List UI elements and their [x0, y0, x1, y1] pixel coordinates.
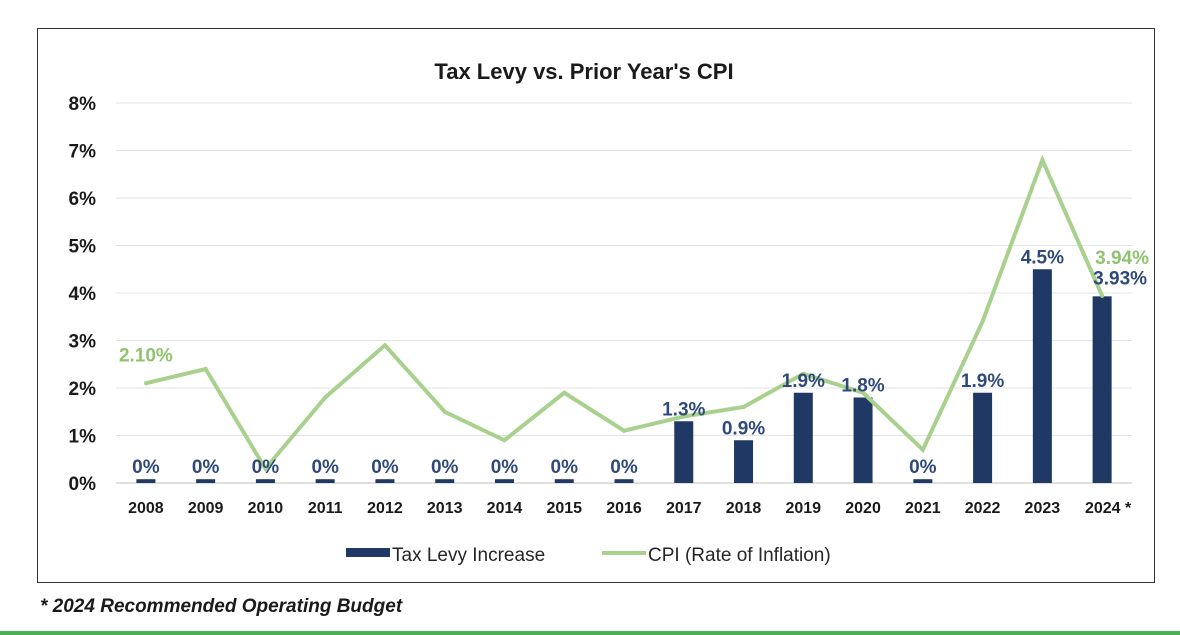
x-tick-label: 2023: [1025, 500, 1061, 517]
chart-title: Tax Levy vs. Prior Year's CPI: [434, 59, 733, 84]
chart-frame: Tax Levy vs. Prior Year's CPI 0% 1% 2% 3% 4%…: [37, 28, 1155, 583]
bar-tax-levy: [1092, 296, 1112, 483]
point-cpi: [920, 447, 925, 452]
y-tick-label: 1%: [69, 427, 97, 448]
legend-label-cpi: CPI (Rate of Inflation): [648, 545, 831, 566]
x-tick-label: 2017: [666, 500, 702, 517]
point-cpi: [622, 428, 626, 433]
line-cpi: [145, 154, 1104, 473]
point-cpi: [562, 390, 567, 395]
bar-tax-levy: [554, 479, 574, 483]
bar-tax-levy: [853, 397, 873, 483]
line-series: [143, 154, 1105, 473]
x-tick-label: 2011: [308, 500, 343, 517]
tax-levy-cpi-chart: Tax Levy vs. Prior Year's CPI 0% 1% 2% 3% 4%…: [69, 59, 1150, 566]
bar-tax-levy: [315, 479, 335, 483]
x-tick-label: 2020: [845, 500, 881, 517]
data-label-tax-levy: 0%: [431, 457, 459, 478]
data-label-tax-levy: 0.9%: [722, 418, 765, 439]
y-tick-label: 3%: [69, 332, 97, 353]
bar-tax-levy: [614, 479, 634, 483]
bar-tax-levy: [1032, 269, 1052, 483]
bar-tax-levy: [136, 479, 156, 483]
point-cpi: [323, 395, 328, 400]
data-label-tax-levy: 0%: [551, 457, 579, 478]
bottom-rule: [0, 631, 1180, 635]
bar-tax-levy: [375, 479, 395, 483]
x-tick-label: 2022: [965, 500, 1001, 517]
data-label-tax-levy: 0%: [610, 457, 638, 478]
x-tick-label: 2014: [487, 500, 523, 517]
data-labels: 0% 0% 0% 0% 0% 0% 0% 0% 0% 1.3% 0.9% 1.9% 1.8% 0% 1.9%…: [119, 247, 1149, 478]
y-tick-label: 4%: [69, 284, 97, 305]
point-cpi: [143, 381, 148, 386]
y-tick-label: 0%: [69, 474, 97, 495]
data-label-tax-levy: 1.9%: [961, 371, 1004, 392]
y-tick-label: 5%: [69, 237, 97, 258]
data-label-tax-levy: 1.8%: [841, 376, 884, 397]
bar-tax-levy: [196, 479, 216, 483]
data-label-tax-levy: 0%: [491, 457, 519, 478]
legend: Tax Levy Increase CPI (Rate of Inflation…: [346, 545, 831, 566]
data-label-cpi: 3.94%: [1095, 248, 1149, 269]
y-tick-label: 6%: [69, 189, 97, 210]
footnote: * 2024 Recommended Operating Budget: [40, 596, 403, 617]
data-label-tax-levy: 0%: [252, 457, 280, 478]
point-cpi: [1100, 293, 1105, 298]
x-tick-label: 2008: [128, 500, 164, 517]
point-cpi: [1040, 158, 1045, 162]
point-cpi: [801, 371, 806, 376]
bar-tax-levy: [793, 392, 813, 483]
point-cpi: [442, 409, 447, 414]
x-tick-label: 2019: [785, 500, 821, 517]
data-label-tax-levy: 1.3%: [662, 399, 705, 420]
bar-tax-levy: [734, 440, 754, 483]
gridlines: [116, 102, 1132, 484]
data-label-tax-levy: 1.9%: [782, 371, 825, 392]
data-label-tax-levy: 3.93%: [1093, 268, 1147, 289]
x-tick-label: 2021: [905, 500, 941, 517]
data-label-tax-levy: 0%: [909, 457, 937, 478]
data-label-tax-levy: 4.5%: [1021, 247, 1064, 268]
legend-swatch-tax-levy: [346, 548, 390, 557]
x-tick-label: 2010: [248, 500, 284, 517]
x-tick-label: 2012: [367, 500, 403, 517]
bar-tax-levy: [973, 392, 993, 483]
bar-tax-levy: [255, 479, 275, 483]
point-cpi: [203, 367, 208, 371]
point-cpi: [741, 405, 746, 409]
x-tick-label: 2009: [188, 500, 224, 517]
bar-tax-levy: [913, 479, 933, 483]
y-tick-label: 8%: [69, 94, 97, 115]
bar-tax-levy: [674, 421, 694, 483]
x-tick-label: 2024 *: [1085, 500, 1132, 517]
point-cpi: [382, 343, 387, 348]
bar-tax-levy: [494, 479, 514, 483]
y-tick-label: 7%: [69, 142, 97, 163]
bar-series: [136, 269, 1112, 483]
point-cpi: [681, 414, 686, 419]
y-axis-ticks: 0% 1% 2% 3% 4% 5% 6% 7% 8%: [69, 94, 97, 495]
x-tick-label: 2018: [726, 500, 762, 517]
point-cpi: [502, 438, 507, 443]
x-axis-ticks: 2008 2009 2010 2011 2012 2013 2014 2015 2016 2017…: [128, 500, 1132, 517]
data-label-tax-levy: 0%: [311, 457, 339, 478]
point-cpi: [980, 319, 985, 324]
data-label-tax-levy: 0%: [132, 457, 160, 478]
legend-label-tax-levy: Tax Levy Increase: [392, 545, 545, 566]
bar-tax-levy: [435, 479, 455, 483]
point-cpi: [263, 466, 268, 471]
x-tick-label: 2016: [606, 500, 642, 517]
point-cpi: [861, 390, 866, 395]
data-label-tax-levy: 0%: [371, 457, 399, 478]
x-tick-label: 2013: [427, 500, 463, 517]
x-tick-label: 2015: [546, 500, 582, 517]
y-tick-label: 2%: [69, 379, 97, 400]
data-label-cpi: 2.10%: [119, 345, 173, 366]
data-label-tax-levy: 0%: [192, 457, 220, 478]
